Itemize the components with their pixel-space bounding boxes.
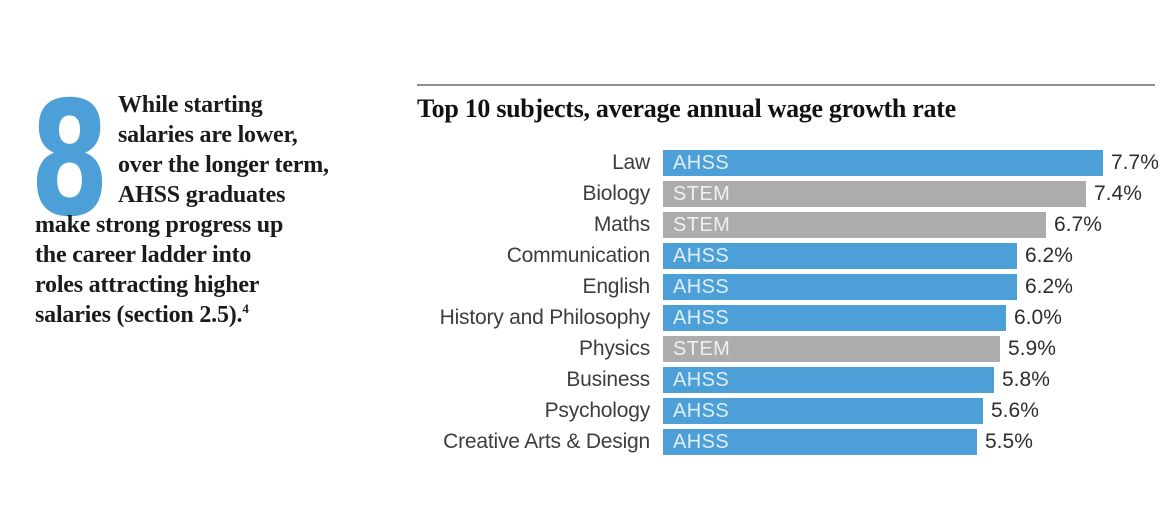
group-tag: AHSS bbox=[673, 307, 730, 329]
bar-row-creative-arts-design: Creative Arts & Design AHSS 5.5% bbox=[417, 429, 1170, 455]
intro-line: AHSS graduates bbox=[118, 182, 286, 208]
value-label: 7.7% bbox=[1111, 151, 1159, 174]
category-label: English bbox=[582, 275, 651, 298]
intro-line: roles attracting higher bbox=[35, 272, 260, 298]
bar-row-history-and-philosophy: History and Philosophy AHSS 6.0% bbox=[417, 305, 1170, 331]
group-tag: AHSS bbox=[673, 276, 730, 298]
chart-top-rule bbox=[417, 84, 1155, 86]
bar-row-law: Law AHSS 7.7% bbox=[417, 150, 1170, 176]
intro-line: While starting bbox=[118, 92, 263, 118]
value-label: 6.0% bbox=[1014, 306, 1062, 329]
group-tag: AHSS bbox=[673, 369, 730, 391]
bar-maths: STEM bbox=[663, 212, 1046, 238]
category-label: Psychology bbox=[544, 399, 651, 422]
bar-business: AHSS bbox=[663, 367, 994, 393]
bar-row-communication: Communication AHSS 6.2% bbox=[417, 243, 1170, 269]
value-label: 7.4% bbox=[1094, 182, 1142, 205]
value-label: 5.8% bbox=[1002, 368, 1050, 391]
value-label: 6.7% bbox=[1054, 213, 1102, 236]
category-label: Business bbox=[566, 368, 650, 391]
group-tag: STEM bbox=[673, 338, 731, 360]
group-tag: AHSS bbox=[673, 431, 730, 453]
intro-line: salaries (section 2.5).4 bbox=[35, 300, 435, 330]
section-number: 8 bbox=[30, 68, 110, 252]
category-label: Physics bbox=[579, 337, 650, 360]
bar-rows: Law AHSS 7.7% Biology STEM 7.4% Maths ST… bbox=[417, 150, 1170, 460]
bar-communication: AHSS bbox=[663, 243, 1017, 269]
value-label: 5.5% bbox=[985, 430, 1033, 453]
bar-physics: STEM bbox=[663, 336, 1000, 362]
bar-biology: STEM bbox=[663, 181, 1086, 207]
category-label: History and Philosophy bbox=[439, 306, 651, 329]
bar-row-psychology: Psychology AHSS 5.6% bbox=[417, 398, 1170, 424]
intro-paragraph: While starting salaries are lower, over … bbox=[35, 90, 435, 330]
category-label: Communication bbox=[506, 244, 650, 267]
bar-row-maths: Maths STEM 6.7% bbox=[417, 212, 1170, 238]
bar-psychology: AHSS bbox=[663, 398, 983, 424]
bar-row-biology: Biology STEM 7.4% bbox=[417, 181, 1170, 207]
category-label: Biology bbox=[582, 182, 651, 205]
bar-row-english: English AHSS 6.2% bbox=[417, 274, 1170, 300]
footnote-marker: 4 bbox=[242, 301, 249, 316]
category-label: Law bbox=[612, 151, 650, 174]
value-label: 5.9% bbox=[1008, 337, 1056, 360]
category-label: Maths bbox=[593, 213, 650, 236]
intro-line: make strong progress up bbox=[35, 212, 284, 238]
value-label: 5.6% bbox=[991, 399, 1039, 422]
group-tag: AHSS bbox=[673, 245, 730, 267]
bar-law: AHSS bbox=[663, 150, 1103, 176]
bar-english: AHSS bbox=[663, 274, 1017, 300]
bar-row-business: Business AHSS 5.8% bbox=[417, 367, 1170, 393]
group-tag: STEM bbox=[673, 214, 731, 236]
group-tag: AHSS bbox=[673, 152, 730, 174]
bar-row-physics: Physics STEM 5.9% bbox=[417, 336, 1170, 362]
category-label: Creative Arts & Design bbox=[443, 430, 650, 453]
group-tag: STEM bbox=[673, 183, 731, 205]
intro-line-text: salaries (section 2.5). bbox=[35, 302, 243, 328]
intro-line: salaries are lower, bbox=[118, 122, 298, 148]
value-label: 6.2% bbox=[1025, 275, 1073, 298]
group-tag: AHSS bbox=[673, 400, 730, 422]
intro-line: over the longer term, bbox=[118, 152, 329, 178]
bar-history-and-philosophy: AHSS bbox=[663, 305, 1006, 331]
intro-line: the career ladder into bbox=[35, 242, 252, 268]
chart-title: Top 10 subjects, average annual wage gro… bbox=[417, 94, 956, 123]
bar-creative-arts-design: AHSS bbox=[663, 429, 977, 455]
value-label: 6.2% bbox=[1025, 244, 1073, 267]
